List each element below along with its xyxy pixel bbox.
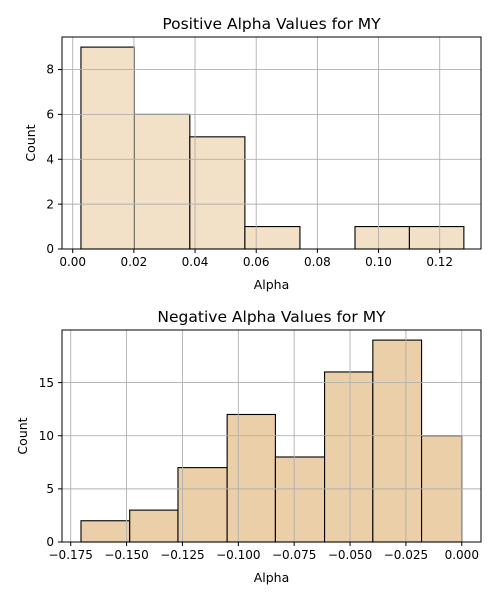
y-axis-label: Count bbox=[23, 124, 38, 161]
y-tick-label: 8 bbox=[46, 63, 54, 77]
histogram-bar bbox=[177, 467, 228, 543]
y-tick-label: 10 bbox=[39, 429, 54, 443]
x-tick-label: 0.02 bbox=[121, 255, 148, 269]
histogram-bar bbox=[274, 456, 326, 543]
subplot-2: −0.175 −0.150 −0.125 −0.100 −0.075 −0.050 −0.0… bbox=[15, 308, 482, 585]
y-tick-label: 2 bbox=[46, 197, 54, 211]
histogram-bar bbox=[408, 226, 465, 250]
histogram-bar bbox=[372, 339, 423, 543]
x-tick-label: −0.050 bbox=[328, 548, 372, 562]
y-tick-label: 4 bbox=[46, 152, 54, 166]
x-tick-label: 0.08 bbox=[304, 255, 331, 269]
histogram-bar bbox=[354, 226, 410, 250]
histogram-bar bbox=[80, 46, 135, 250]
x-tick-label: 0.06 bbox=[243, 255, 270, 269]
chart-title: Negative Alpha Values for MY bbox=[157, 308, 386, 326]
chart-title: Positive Alpha Values for MY bbox=[162, 15, 381, 33]
y-tick-label: 0 bbox=[46, 535, 54, 549]
x-tick-label: −0.100 bbox=[216, 548, 260, 562]
histogram-bar bbox=[129, 509, 179, 543]
histogram-bar bbox=[324, 371, 374, 543]
plot-frame bbox=[61, 36, 482, 250]
x-tick-label: 0.10 bbox=[365, 255, 392, 269]
histogram-bar bbox=[189, 136, 246, 250]
y-tick-label: 15 bbox=[39, 376, 54, 390]
x-tick-label: 0.00 bbox=[59, 255, 86, 269]
x-tick-label: 0.04 bbox=[182, 255, 209, 269]
x-tick-label: −0.075 bbox=[272, 548, 316, 562]
histogram-bar bbox=[244, 226, 301, 250]
subplot-1: 0.00 0.02 0.04 0.06 0.08 0.10 0.12 0 2 4 6 8 Positiv… bbox=[23, 15, 482, 292]
y-tick-label: 6 bbox=[46, 108, 54, 122]
x-tick-label: −0.175 bbox=[49, 548, 93, 562]
x-tick-label: −0.125 bbox=[160, 548, 204, 562]
histogram-bar bbox=[226, 413, 276, 543]
x-tick-label: −0.150 bbox=[104, 548, 148, 562]
x-axis-label: Alpha bbox=[254, 277, 290, 292]
y-axis-label: Count bbox=[15, 417, 30, 454]
histogram-bar bbox=[80, 520, 131, 543]
y-tick-label: 5 bbox=[46, 482, 54, 496]
x-tick-label: 0.000 bbox=[445, 548, 479, 562]
y-tick-label: 0 bbox=[46, 242, 54, 256]
x-tick-label: 0.12 bbox=[426, 255, 453, 269]
x-axis-label: Alpha bbox=[254, 570, 290, 585]
histogram-bar bbox=[133, 113, 191, 250]
x-tick-label: −0.025 bbox=[384, 548, 428, 562]
